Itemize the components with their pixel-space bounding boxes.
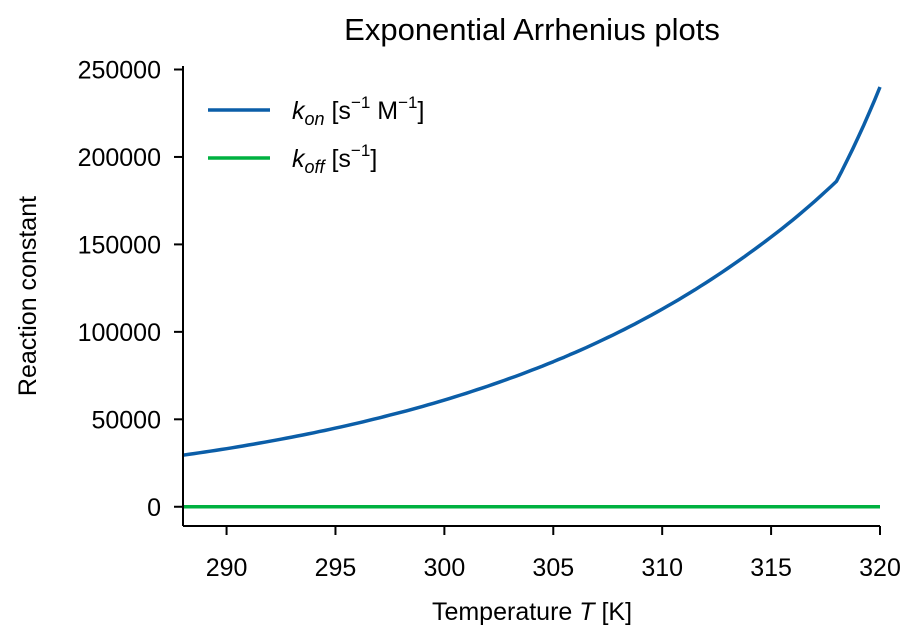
x-tick-label: 305 bbox=[532, 554, 574, 582]
y-tick-label: 0 bbox=[147, 494, 161, 522]
x-tick-label: 315 bbox=[750, 554, 792, 582]
legend-unit: ] bbox=[370, 145, 377, 173]
x-axis-label: Temperature T [K] bbox=[432, 598, 632, 626]
series-layer bbox=[182, 86, 882, 509]
x-tick-label: 295 bbox=[315, 554, 357, 582]
x-ticks: 290 295 300 305 310 315 320 bbox=[206, 526, 901, 582]
plot-area: 290 295 300 305 310 315 320 0 50000 100000 150000… bbox=[78, 56, 901, 582]
y-tick-label: 250000 bbox=[78, 56, 161, 84]
chart-title: Exponential Arrhenius plots bbox=[344, 12, 720, 47]
x-axis-label-suffix: [K] bbox=[595, 598, 633, 626]
legend-superscript: −1 bbox=[398, 93, 417, 112]
x-tick-label: 320 bbox=[859, 554, 901, 582]
legend-label-off: koff [s−1] bbox=[292, 141, 377, 177]
legend-unit: [s bbox=[325, 145, 351, 173]
legend-label-on: kon [s−1 M−1] bbox=[292, 93, 424, 129]
y-axis-label: Reaction constant bbox=[14, 196, 42, 396]
y-tick-label: 150000 bbox=[78, 231, 161, 259]
y-tick-label: 200000 bbox=[78, 144, 161, 172]
legend-subscript: on bbox=[305, 109, 325, 129]
legend: kon [s−1 M−1]koff [s−1] bbox=[208, 93, 424, 177]
y-ticks: 0 50000 100000 150000 200000 250000 bbox=[78, 56, 183, 522]
legend-superscript: −1 bbox=[351, 141, 370, 160]
y-tick-label: 100000 bbox=[78, 319, 161, 347]
x-tick-label: 300 bbox=[424, 554, 466, 582]
legend-subscript: off bbox=[305, 157, 327, 177]
series-line-on bbox=[182, 86, 882, 457]
x-axis-label-prefix: Temperature bbox=[432, 598, 579, 626]
x-tick-label: 290 bbox=[206, 554, 248, 582]
legend-unit: ] bbox=[418, 97, 425, 125]
legend-symbol: k bbox=[292, 145, 306, 173]
x-axis-label-variable: T bbox=[579, 598, 596, 626]
legend-unit: M bbox=[370, 97, 398, 125]
legend-unit: [s bbox=[325, 97, 351, 125]
x-tick-label: 310 bbox=[641, 554, 683, 582]
legend-symbol: k bbox=[292, 97, 306, 125]
legend-superscript: −1 bbox=[351, 93, 370, 112]
y-tick-label: 50000 bbox=[91, 406, 161, 434]
